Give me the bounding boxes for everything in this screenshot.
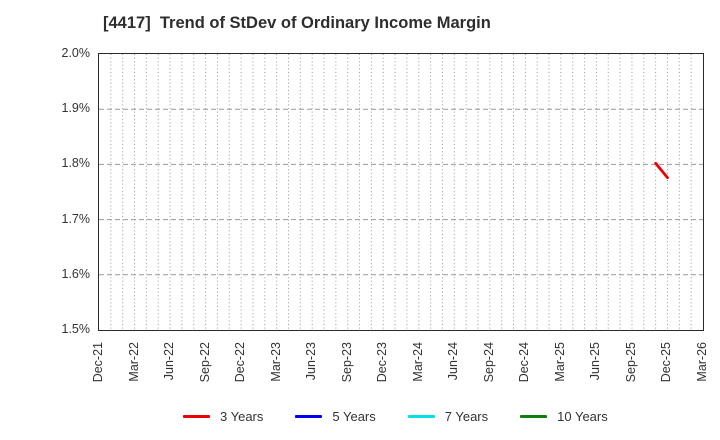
x-tick-label: Dec-22	[233, 342, 248, 383]
legend-label: 7 Years	[444, 408, 489, 424]
series-line-3-years	[654, 161, 669, 180]
legend-swatch	[295, 414, 323, 418]
chart-title: [4417] Trend of StDev of Ordinary Income…	[103, 14, 491, 32]
x-tick-label: Sep-24	[481, 342, 496, 383]
legend-item-10-years: 10 Years	[520, 409, 608, 424]
x-tick-label: Sep-25	[623, 342, 638, 383]
y-tick-label: 1.5%	[61, 322, 91, 336]
plot-area	[98, 53, 704, 331]
legend-swatch	[183, 414, 210, 418]
x-tick-label: Jun-25	[588, 342, 603, 381]
chart-legend: 3 Years 5 Years 7 Years 10 Years	[183, 406, 608, 426]
x-tick-label: Dec-24	[517, 342, 532, 383]
x-tick-label: Mar-24	[410, 342, 425, 382]
legend-item-5-years: 5 Years	[295, 408, 376, 424]
legend-swatch	[407, 414, 435, 418]
y-tick-label: 1.9%	[61, 101, 91, 116]
legend-label: 5 Years	[332, 408, 376, 424]
legend-swatch	[520, 414, 548, 418]
legend-label: 10 Years	[557, 408, 608, 424]
x-tick-label: Jun-23	[304, 342, 319, 381]
x-tick-label: Dec-23	[375, 342, 390, 383]
plot-canvas	[99, 54, 703, 330]
x-tick-label: Jun-22	[162, 342, 177, 381]
x-tick-label: Sep-23	[339, 342, 354, 383]
x-tick-label: Mar-23	[268, 342, 283, 382]
x-tick-label: Mar-22	[126, 342, 141, 382]
x-tick-label: Mar-25	[552, 342, 567, 382]
legend-item-3-years: 3 Years	[183, 409, 263, 424]
x-tick-label: Jun-24	[446, 342, 461, 381]
y-tick-label: 1.6%	[61, 266, 91, 281]
y-tick-label: 1.8%	[61, 156, 91, 171]
x-tick-label: Dec-21	[91, 342, 105, 383]
x-tick-label: Mar-26	[695, 342, 709, 382]
x-tick-label: Dec-25	[659, 342, 674, 383]
y-tick-label: 1.7%	[61, 211, 91, 226]
y-tick-label: 2.0%	[61, 46, 91, 60]
x-tick-label: Sep-22	[197, 342, 212, 383]
legend-item-7-years: 7 Years	[407, 408, 489, 424]
legend-label: 3 Years	[220, 408, 264, 424]
